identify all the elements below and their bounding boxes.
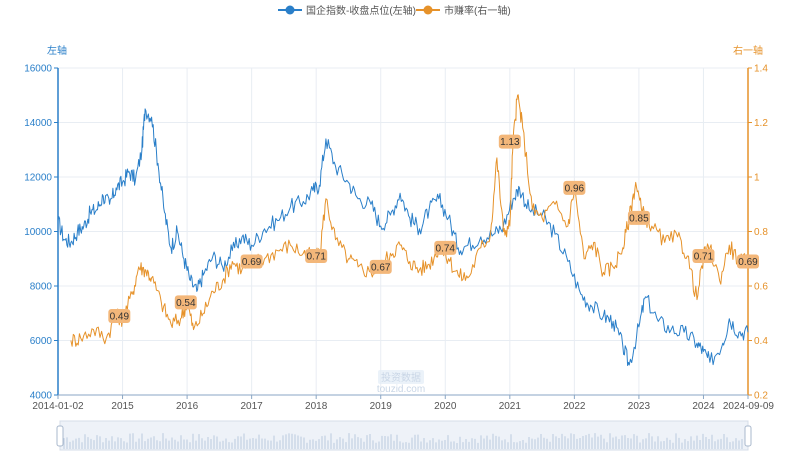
annotation-layer: 0.49 0.54 0.69 0.71 0.67 0.74 1.13 0.96 0.85 0.71… bbox=[108, 134, 759, 323]
legend-label-ratio: 市赚率(右一轴) bbox=[444, 4, 511, 17]
x-tick-label: 2018 bbox=[305, 401, 328, 412]
left-axis-title: 左轴 bbox=[47, 44, 67, 57]
right-tick-label: 0.6 bbox=[754, 282, 768, 293]
annotation-box bbox=[737, 254, 759, 269]
right-tick-label: 0.4 bbox=[754, 336, 768, 347]
annotation-text: 0.67 bbox=[371, 262, 391, 273]
x-tick-label: 2015 bbox=[111, 401, 134, 412]
annotation-label: 0.96 bbox=[563, 180, 586, 195]
left-tick-label: 4000 bbox=[30, 391, 53, 402]
annotation-label: 0.49 bbox=[108, 308, 131, 323]
left-tick-label: 12000 bbox=[24, 173, 52, 184]
annotation-box bbox=[434, 240, 457, 255]
right-tick-label: 1 bbox=[754, 173, 760, 184]
x-tick-label: 2021 bbox=[499, 401, 522, 412]
left-tick-label: 10000 bbox=[24, 227, 52, 238]
legend-item-index[interactable]: 国企指数-收盘点位(左轴) bbox=[278, 4, 416, 17]
x-tick-label: 2022 bbox=[563, 401, 586, 412]
grid-lines bbox=[58, 67, 748, 396]
annotation-label: 0.85 bbox=[627, 210, 650, 225]
legend-marker-index bbox=[285, 5, 295, 15]
legend-marker-ratio bbox=[423, 5, 433, 15]
watermark-line2: touzid.com bbox=[377, 384, 425, 395]
left-tick-label: 8000 bbox=[30, 282, 53, 293]
annotation-text: 0.74 bbox=[436, 243, 456, 254]
data-zoom-slider[interactable] bbox=[56, 420, 752, 451]
annotation-box bbox=[627, 210, 650, 225]
watermark: 投资数据 touzid.com bbox=[377, 370, 425, 395]
x-tick-label: 2024-09-09 bbox=[723, 401, 775, 412]
annotation-text: 0.49 bbox=[110, 311, 130, 322]
annotation-box bbox=[240, 254, 263, 269]
x-tick-label: 2020 bbox=[434, 401, 457, 412]
annotation-text: 0.85 bbox=[629, 213, 649, 224]
annotation-text: 0.69 bbox=[242, 257, 262, 268]
annotation-text: 1.13 bbox=[500, 137, 520, 148]
slider-handle-right[interactable] bbox=[744, 425, 752, 447]
right-tick-label: 1.4 bbox=[754, 64, 768, 75]
annotation-box bbox=[305, 249, 328, 264]
watermark-line1: 投资数据 bbox=[381, 371, 421, 384]
series-line-ratio bbox=[70, 94, 749, 347]
series-layer bbox=[57, 94, 749, 366]
right-tick-label: 1.2 bbox=[754, 118, 768, 129]
annotation-text: 0.71 bbox=[694, 252, 714, 263]
x-tick-label: 2016 bbox=[176, 401, 199, 412]
x-tick-label: 2024 bbox=[692, 401, 715, 412]
annotation-box bbox=[498, 134, 521, 149]
annotation-text: 0.69 bbox=[738, 257, 758, 268]
right-axis-ticks: 0.2 0.4 0.6 0.8 1 1.2 1.4 bbox=[748, 64, 768, 402]
left-tick-label: 16000 bbox=[24, 64, 52, 75]
legend-item-ratio[interactable]: 市赚率(右一轴) bbox=[416, 4, 511, 17]
annotation-box bbox=[692, 249, 715, 264]
annotation-label: 1.13 bbox=[498, 134, 521, 149]
annotation-box bbox=[563, 180, 586, 195]
annotation-label: 0.54 bbox=[174, 295, 197, 310]
annotation-label: 0.71 bbox=[305, 249, 328, 264]
x-axis-ticks: 2014-01-02 2015 2016 2017 2018 2019 2020 2021 20… bbox=[32, 395, 774, 412]
annotation-text: 0.71 bbox=[306, 252, 326, 263]
annotation-text: 0.54 bbox=[176, 298, 196, 309]
right-axis-title: 右一轴 bbox=[733, 44, 763, 57]
annotation-label: 0.71 bbox=[692, 249, 715, 264]
annotation-box bbox=[369, 259, 392, 274]
x-tick-label: 2019 bbox=[370, 401, 393, 412]
series-line-index bbox=[57, 108, 749, 366]
right-tick-label: 0.8 bbox=[754, 227, 768, 238]
left-axis-ticks: 4000 6000 8000 10000 12000 14000 16000 bbox=[24, 64, 58, 402]
annotation-label: 0.74 bbox=[434, 240, 457, 255]
left-tick-label: 14000 bbox=[24, 118, 52, 129]
annotation-label: 0.69 bbox=[737, 254, 759, 269]
x-tick-label: 2014-01-02 bbox=[32, 401, 84, 412]
slider-preview bbox=[63, 433, 743, 449]
x-tick-label: 2023 bbox=[628, 401, 651, 412]
annotation-label: 0.69 bbox=[240, 254, 263, 269]
annotation-box bbox=[108, 308, 131, 323]
annotation-box bbox=[174, 295, 197, 310]
annotation-label: 0.67 bbox=[369, 259, 392, 274]
right-tick-label: 0.2 bbox=[754, 391, 768, 402]
legend[interactable]: 国企指数-收盘点位(左轴) 市赚率(右一轴) bbox=[278, 4, 511, 17]
x-tick-label: 2017 bbox=[241, 401, 264, 412]
legend-label-index: 国企指数-收盘点位(左轴) bbox=[306, 4, 416, 17]
annotation-text: 0.96 bbox=[565, 183, 585, 194]
slider-handle-left[interactable] bbox=[56, 425, 64, 447]
left-tick-label: 6000 bbox=[30, 336, 53, 347]
